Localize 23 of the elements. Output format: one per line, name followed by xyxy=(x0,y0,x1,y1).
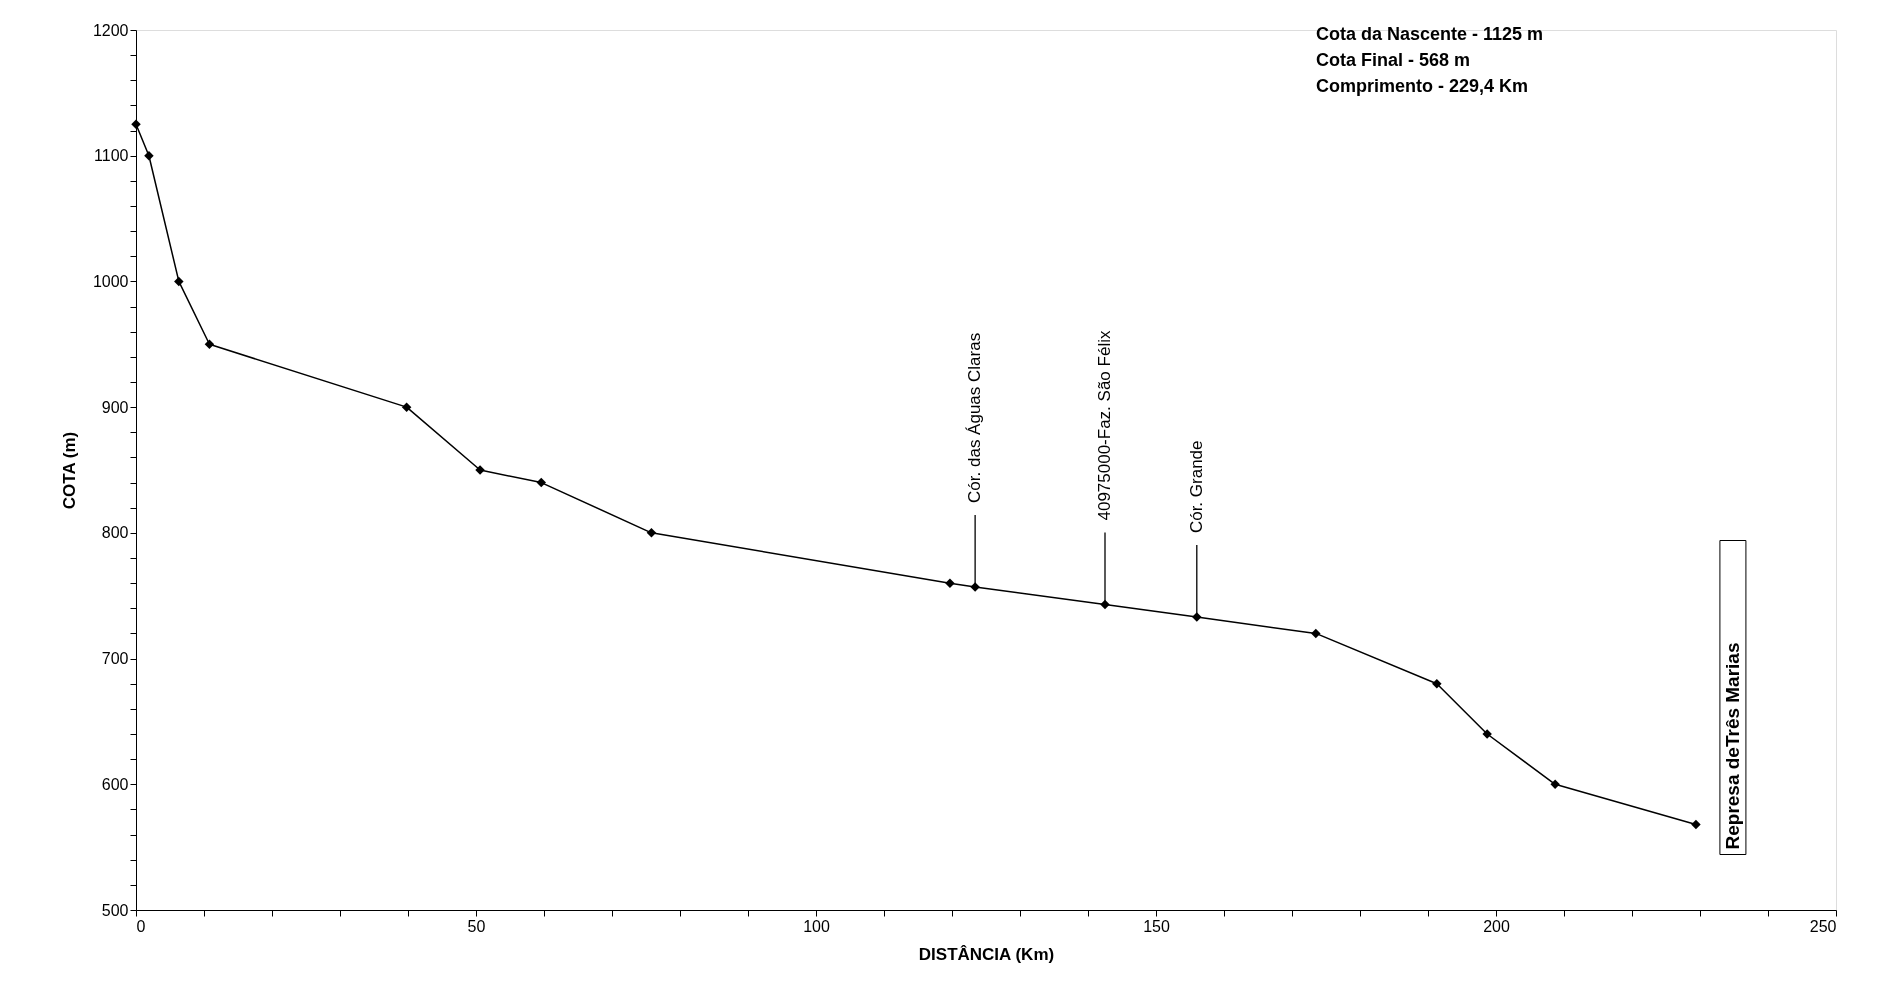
y-tick-label: 500 xyxy=(101,901,129,919)
x-tick-label: 0 xyxy=(136,917,146,935)
annotation: 40975000-Faz. São Félix xyxy=(1095,330,1114,521)
x-tick-label: 200 xyxy=(1483,917,1510,935)
annotation: Represa deTrês Marias xyxy=(1721,642,1743,850)
y-tick-label: 900 xyxy=(101,398,129,416)
y-tick-label: 1000 xyxy=(92,272,129,290)
y-tick-label: 1200 xyxy=(92,21,129,39)
y-tick-label: 700 xyxy=(101,650,129,668)
annotation: Cota da Nascente - 1125 m xyxy=(1316,24,1544,44)
x-axis-title: DISTÂNCIA (Km) xyxy=(918,944,1055,964)
annotation: Cota Final - 568 m xyxy=(1316,50,1471,70)
annotation: Cór. Grande xyxy=(1186,440,1206,534)
y-tick-label: 800 xyxy=(101,524,129,542)
annotation: Comprimento - 229,4 Km xyxy=(1316,76,1529,96)
x-tick-label: 150 xyxy=(1143,917,1170,935)
y-axis-title: COTA (m) xyxy=(59,431,79,510)
x-tick-label: 250 xyxy=(1809,917,1837,935)
annotation: Cór. das Águas Claras xyxy=(965,332,985,503)
y-tick-label: 600 xyxy=(101,775,129,793)
x-tick-label: 50 xyxy=(467,917,486,935)
y-tick-label: 1100 xyxy=(94,147,129,165)
x-tick-label: 100 xyxy=(803,917,830,935)
